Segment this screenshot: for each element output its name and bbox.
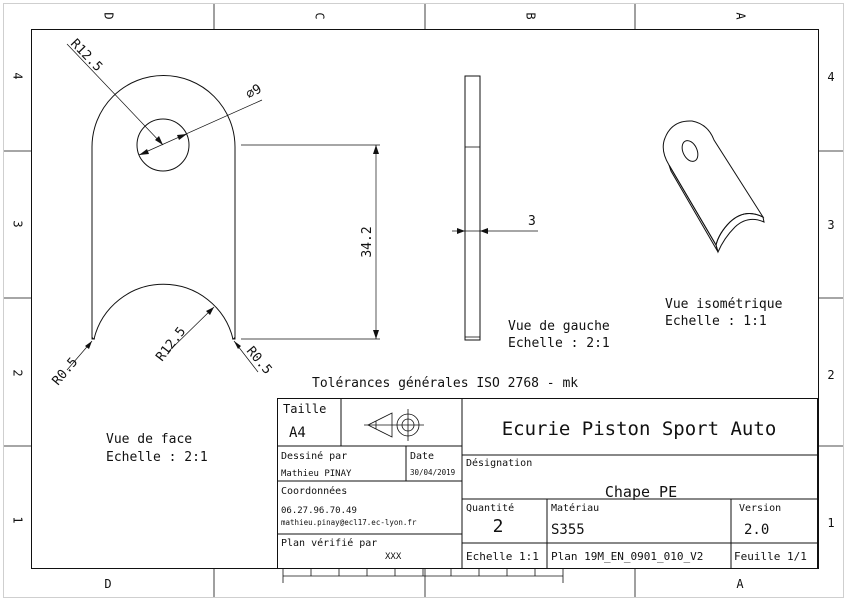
column-label-top-a: A (734, 12, 748, 20)
left-view-scale: Echelle : 2:1 (508, 336, 610, 351)
dim-thickness: 3 (528, 214, 536, 229)
phone: 06.27.96.70.49 (281, 506, 357, 516)
iso-view-label: Vue isométrique (665, 297, 783, 312)
front-view-label: Vue de face (106, 432, 192, 447)
arrow-thickness-a (457, 228, 465, 234)
drawn-by-label: Dessiné par (281, 450, 347, 462)
row-label-left-1: 1 (11, 516, 25, 523)
email: mathieu.pinay@ecl17.ec-lyon.fr (281, 518, 417, 527)
column-label-top-d: D (102, 12, 116, 19)
left-view: 3 Vue de gauche Echelle : 2:1 (452, 75, 610, 351)
quantity: 2 (493, 516, 504, 537)
dim-hole-diameter: ⌀9 (244, 82, 265, 103)
front-view-hole (136, 118, 190, 172)
iso-part-hole (681, 140, 699, 162)
row-label-left-4: 4 (11, 72, 25, 79)
date: 30/04/2019 (410, 468, 455, 477)
quantity-label: Quantité (466, 502, 514, 514)
general-tolerances: Tolérances générales ISO 2768 - mk (312, 376, 578, 391)
projection-symbol-icon (364, 409, 424, 441)
contact-label: Coordonnées (281, 485, 347, 497)
arrow-hole-a (139, 149, 149, 155)
arrow-hole-b (177, 134, 187, 140)
title-block: Taille A4 Ecurie Piston Sport Auto Dessi… (277, 398, 818, 569)
isometric-view: Vue isométrique Echelle : 1:1 (662, 120, 783, 329)
leader-hole (138, 99, 263, 156)
dim-height: 34.2 (360, 226, 375, 257)
leader-bottom-radius (167, 306, 215, 353)
size-value: A4 (289, 425, 306, 441)
version: 2.0 (744, 522, 769, 538)
row-label-right-4: 4 (827, 70, 834, 84)
sheet-scale: Echelle 1:1 (466, 550, 539, 563)
date-label: Date (410, 451, 434, 462)
column-label-top-b: B (524, 12, 538, 19)
fillet-left (91, 335, 96, 340)
arrow-thickness-b (480, 228, 488, 234)
version-label: Version (739, 503, 781, 514)
front-view-scale: Echelle : 2:1 (106, 450, 208, 465)
column-label-bottom-d: D (104, 577, 111, 591)
row-label-right-2: 2 (827, 368, 834, 382)
iso-view-scale: Echelle : 1:1 (665, 314, 767, 329)
arrow-fillet-left (85, 341, 92, 349)
company-name: Ecurie Piston Sport Auto (502, 418, 777, 440)
designation-label: Désignation (466, 457, 532, 469)
checked-by: XXX (385, 552, 402, 562)
column-label-bottom-a: A (736, 577, 744, 591)
material: S355 (551, 522, 585, 538)
plan-number: Plan 19M_EN_0901_010_V2 (551, 550, 703, 563)
row-label-left-2: 2 (11, 369, 25, 376)
scale-ruler (282, 569, 564, 583)
arrow-height-top (373, 145, 379, 154)
border-grid-ticks (4, 4, 843, 597)
checked-by-label: Plan vérifié par (281, 537, 377, 549)
sheet-number: Feuille 1/1 (734, 550, 807, 563)
size-label: Taille (283, 402, 326, 416)
left-view-label: Vue de gauche (508, 319, 610, 334)
drawn-by: Mathieu PINAY (281, 469, 352, 479)
material-label: Matériau (551, 502, 599, 514)
arrow-bottom-radius (206, 307, 214, 315)
fillet-right (231, 335, 236, 340)
row-label-left-3: 3 (11, 220, 25, 227)
leader-top-radius (66, 43, 164, 146)
row-label-right-3: 3 (827, 218, 834, 232)
left-view-outline (464, 75, 481, 341)
arrow-height-bottom (373, 330, 379, 339)
column-label-top-c: C (313, 12, 327, 19)
row-label-right-1: 1 (827, 516, 834, 530)
designation: Chape PE (605, 483, 677, 501)
arrow-fillet-right (234, 341, 241, 349)
iso-part-thickness-right (715, 212, 765, 254)
arrow-top-radius (155, 136, 163, 145)
border-labels: D C B A D A 4 3 2 1 4 3 2 1 (11, 12, 835, 591)
front-view-outline (91, 75, 236, 340)
